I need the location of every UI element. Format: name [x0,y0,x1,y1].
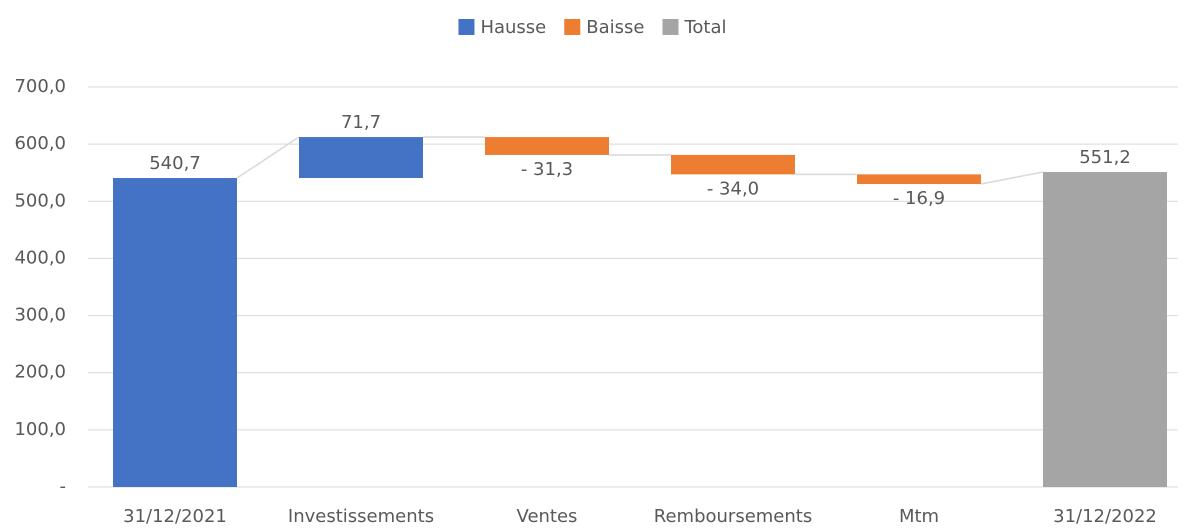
x-tick-label: Investissements [288,506,434,527]
legend-swatch [564,19,581,35]
data-label: 540,7 [149,153,201,174]
y-tick-label: 100,0 [14,419,66,440]
bar [299,137,423,179]
legend-label: Hausse [480,17,546,38]
data-label: 71,7 [341,112,381,133]
bar [671,154,795,175]
x-tick-label: Remboursements [654,506,812,527]
data-label: 551,2 [1079,147,1131,168]
legend-label: Total [683,17,726,38]
y-tick-label: 500,0 [14,190,66,211]
y-tick-label: 300,0 [14,305,66,326]
y-tick-label: 600,0 [14,133,66,154]
y-tick-label: 200,0 [14,362,66,383]
bar [1043,172,1167,487]
x-tick-label: 31/12/2022 [1053,506,1157,527]
connector [980,171,1044,185]
bar [113,178,237,487]
legend-label: Baisse [586,17,644,38]
x-tick-label: 31/12/2021 [123,506,227,527]
bar [485,137,609,155]
y-tick-label: 400,0 [14,247,66,268]
x-tick-label: Ventes [517,506,578,527]
x-tick-label: Mtm [899,506,939,527]
y-tick-label: - [60,476,67,497]
legend-swatch [458,19,475,35]
y-tick-label: 700,0 [14,76,66,97]
legend-swatch [662,19,679,35]
connector [236,136,300,179]
bar [857,174,981,185]
data-label: - 34,0 [707,178,759,199]
data-label: - 31,3 [521,159,573,180]
data-label: - 16,9 [893,188,945,209]
